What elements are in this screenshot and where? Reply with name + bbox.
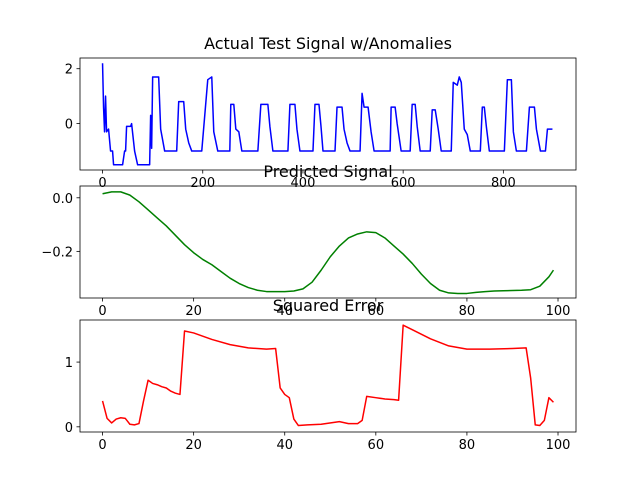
subplot-title: Predicted Signal [263,162,392,181]
x-tick-label: 20 [185,304,202,319]
y-tick-label: 0 [65,118,73,133]
x-tick-label: 200 [190,176,215,191]
subplot-title: Squared Error [273,296,384,315]
x-tick-label: 100 [546,438,571,453]
x-tick-label: 0 [98,176,106,191]
x-tick-label: 0 [98,438,106,453]
y-tick-label: −0.2 [41,245,73,260]
y-tick-label: 1 [65,356,73,371]
x-tick-label: 40 [276,438,293,453]
x-tick-label: 40 [276,304,293,319]
signal-line [101,324,554,427]
y-tick-label: 0 [65,421,73,436]
x-tick-label: 800 [491,176,516,191]
axes-frame [79,57,577,171]
x-tick-label: 100 [546,304,571,319]
y-tick-label: 2 [65,63,73,78]
y-tick-label: 0.0 [52,192,73,207]
x-tick-label: 60 [368,304,385,319]
signal-line [101,63,553,166]
x-tick-label: 80 [459,438,476,453]
x-tick-label: 60 [368,438,385,453]
signal-line [102,191,555,295]
x-tick-label: 600 [391,176,416,191]
x-tick-label: 400 [291,176,316,191]
axes-frame [79,319,577,433]
x-tick-label: 20 [185,438,202,453]
x-tick-label: 0 [98,304,106,319]
x-tick-label: 80 [459,304,476,319]
axes-frame [79,185,577,299]
subplot-title: Actual Test Signal w/Anomalies [204,34,452,53]
